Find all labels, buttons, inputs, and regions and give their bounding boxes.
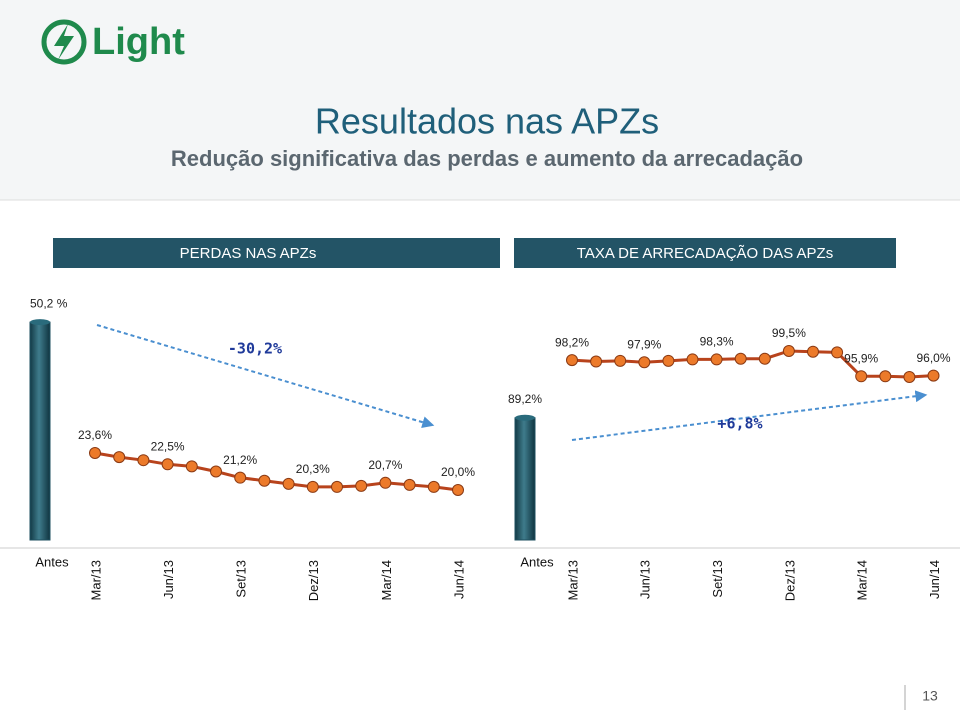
data-label: 50,2 %	[30, 296, 68, 310]
data-label: 23,6%	[78, 428, 112, 442]
data-label: 89,2%	[508, 392, 542, 406]
x-tick-label: Mar/14	[855, 560, 870, 600]
point	[734, 352, 747, 365]
x-tick-label: Set/13	[234, 560, 249, 598]
x-tick-label: Jun/14	[927, 560, 942, 599]
x-tick-label: Dez/13	[782, 560, 797, 601]
banner-title: PERDAS NAS APZs	[180, 245, 317, 262]
point	[590, 355, 603, 368]
point	[161, 458, 174, 471]
point	[927, 369, 940, 382]
x-tick-label: Mar/13	[88, 560, 103, 600]
header-bg	[0, 0, 960, 200]
x-tick-label: Jun/13	[638, 560, 653, 599]
x-tick-label: Antes	[520, 554, 554, 569]
point	[879, 370, 892, 383]
trend-arrow	[96, 324, 435, 429]
point	[758, 352, 771, 365]
point	[427, 480, 440, 493]
annotation: -30,2%	[228, 340, 282, 358]
point	[782, 345, 795, 357]
point	[452, 484, 464, 496]
point	[855, 370, 868, 383]
x-tick-label: Mar/13	[565, 560, 580, 600]
point	[903, 371, 916, 383]
point	[355, 479, 368, 492]
x-tick-label: Dez/13	[306, 560, 321, 601]
point	[185, 460, 198, 473]
bar-cap	[515, 414, 535, 421]
logo-text: Light	[92, 21, 185, 63]
point	[113, 451, 126, 464]
data-label: 21,2%	[223, 453, 257, 467]
point	[614, 354, 627, 367]
point	[403, 478, 416, 491]
data-label: 20,0%	[441, 465, 475, 479]
x-tick-label: Jun/13	[161, 560, 176, 599]
point	[379, 476, 392, 489]
banner	[514, 238, 896, 268]
bar	[29, 321, 51, 541]
x-tick-label: Mar/14	[379, 560, 394, 600]
data-label: 22,5%	[151, 439, 185, 453]
point	[331, 480, 343, 493]
title: Resultados nas APZs	[315, 101, 659, 142]
logo-bolt	[54, 24, 74, 60]
line	[571, 349, 934, 379]
point	[89, 447, 101, 459]
trend-arrow	[571, 390, 928, 441]
point	[137, 454, 150, 467]
annotation: +6,8%	[717, 415, 762, 433]
subtitle: Redução significativa das perdas e aumen…	[171, 146, 803, 171]
data-label: 98,3%	[700, 335, 734, 349]
point	[306, 480, 319, 493]
banner	[53, 238, 500, 268]
point	[234, 471, 247, 484]
point	[710, 353, 723, 366]
x-tick-label: Jun/14	[451, 560, 466, 599]
point	[258, 474, 271, 487]
point	[807, 345, 819, 358]
point	[282, 477, 295, 490]
data-label: 97,9%	[627, 337, 661, 351]
data-label: 98,2%	[555, 335, 589, 349]
x-tick-label: Set/13	[710, 560, 725, 598]
bar	[514, 417, 536, 541]
point	[210, 465, 222, 478]
point	[831, 346, 844, 359]
data-label: 95,9%	[844, 351, 878, 365]
logo: Light	[41, 19, 185, 65]
data-label: 99,5%	[772, 326, 806, 340]
page-number: 13	[922, 688, 938, 704]
point	[686, 353, 699, 366]
data-label: 20,7%	[368, 458, 402, 472]
logo-ring	[41, 19, 87, 65]
bar-cap	[30, 319, 50, 326]
data-label: 96,0%	[916, 351, 950, 365]
banner-title: TAXA DE ARRECADAÇÃO DAS APZs	[577, 245, 833, 262]
point	[662, 354, 675, 367]
point	[566, 354, 578, 367]
x-tick-label: Antes	[35, 554, 69, 569]
point	[638, 356, 651, 369]
line	[94, 451, 459, 492]
data-label: 20,3%	[296, 462, 330, 476]
